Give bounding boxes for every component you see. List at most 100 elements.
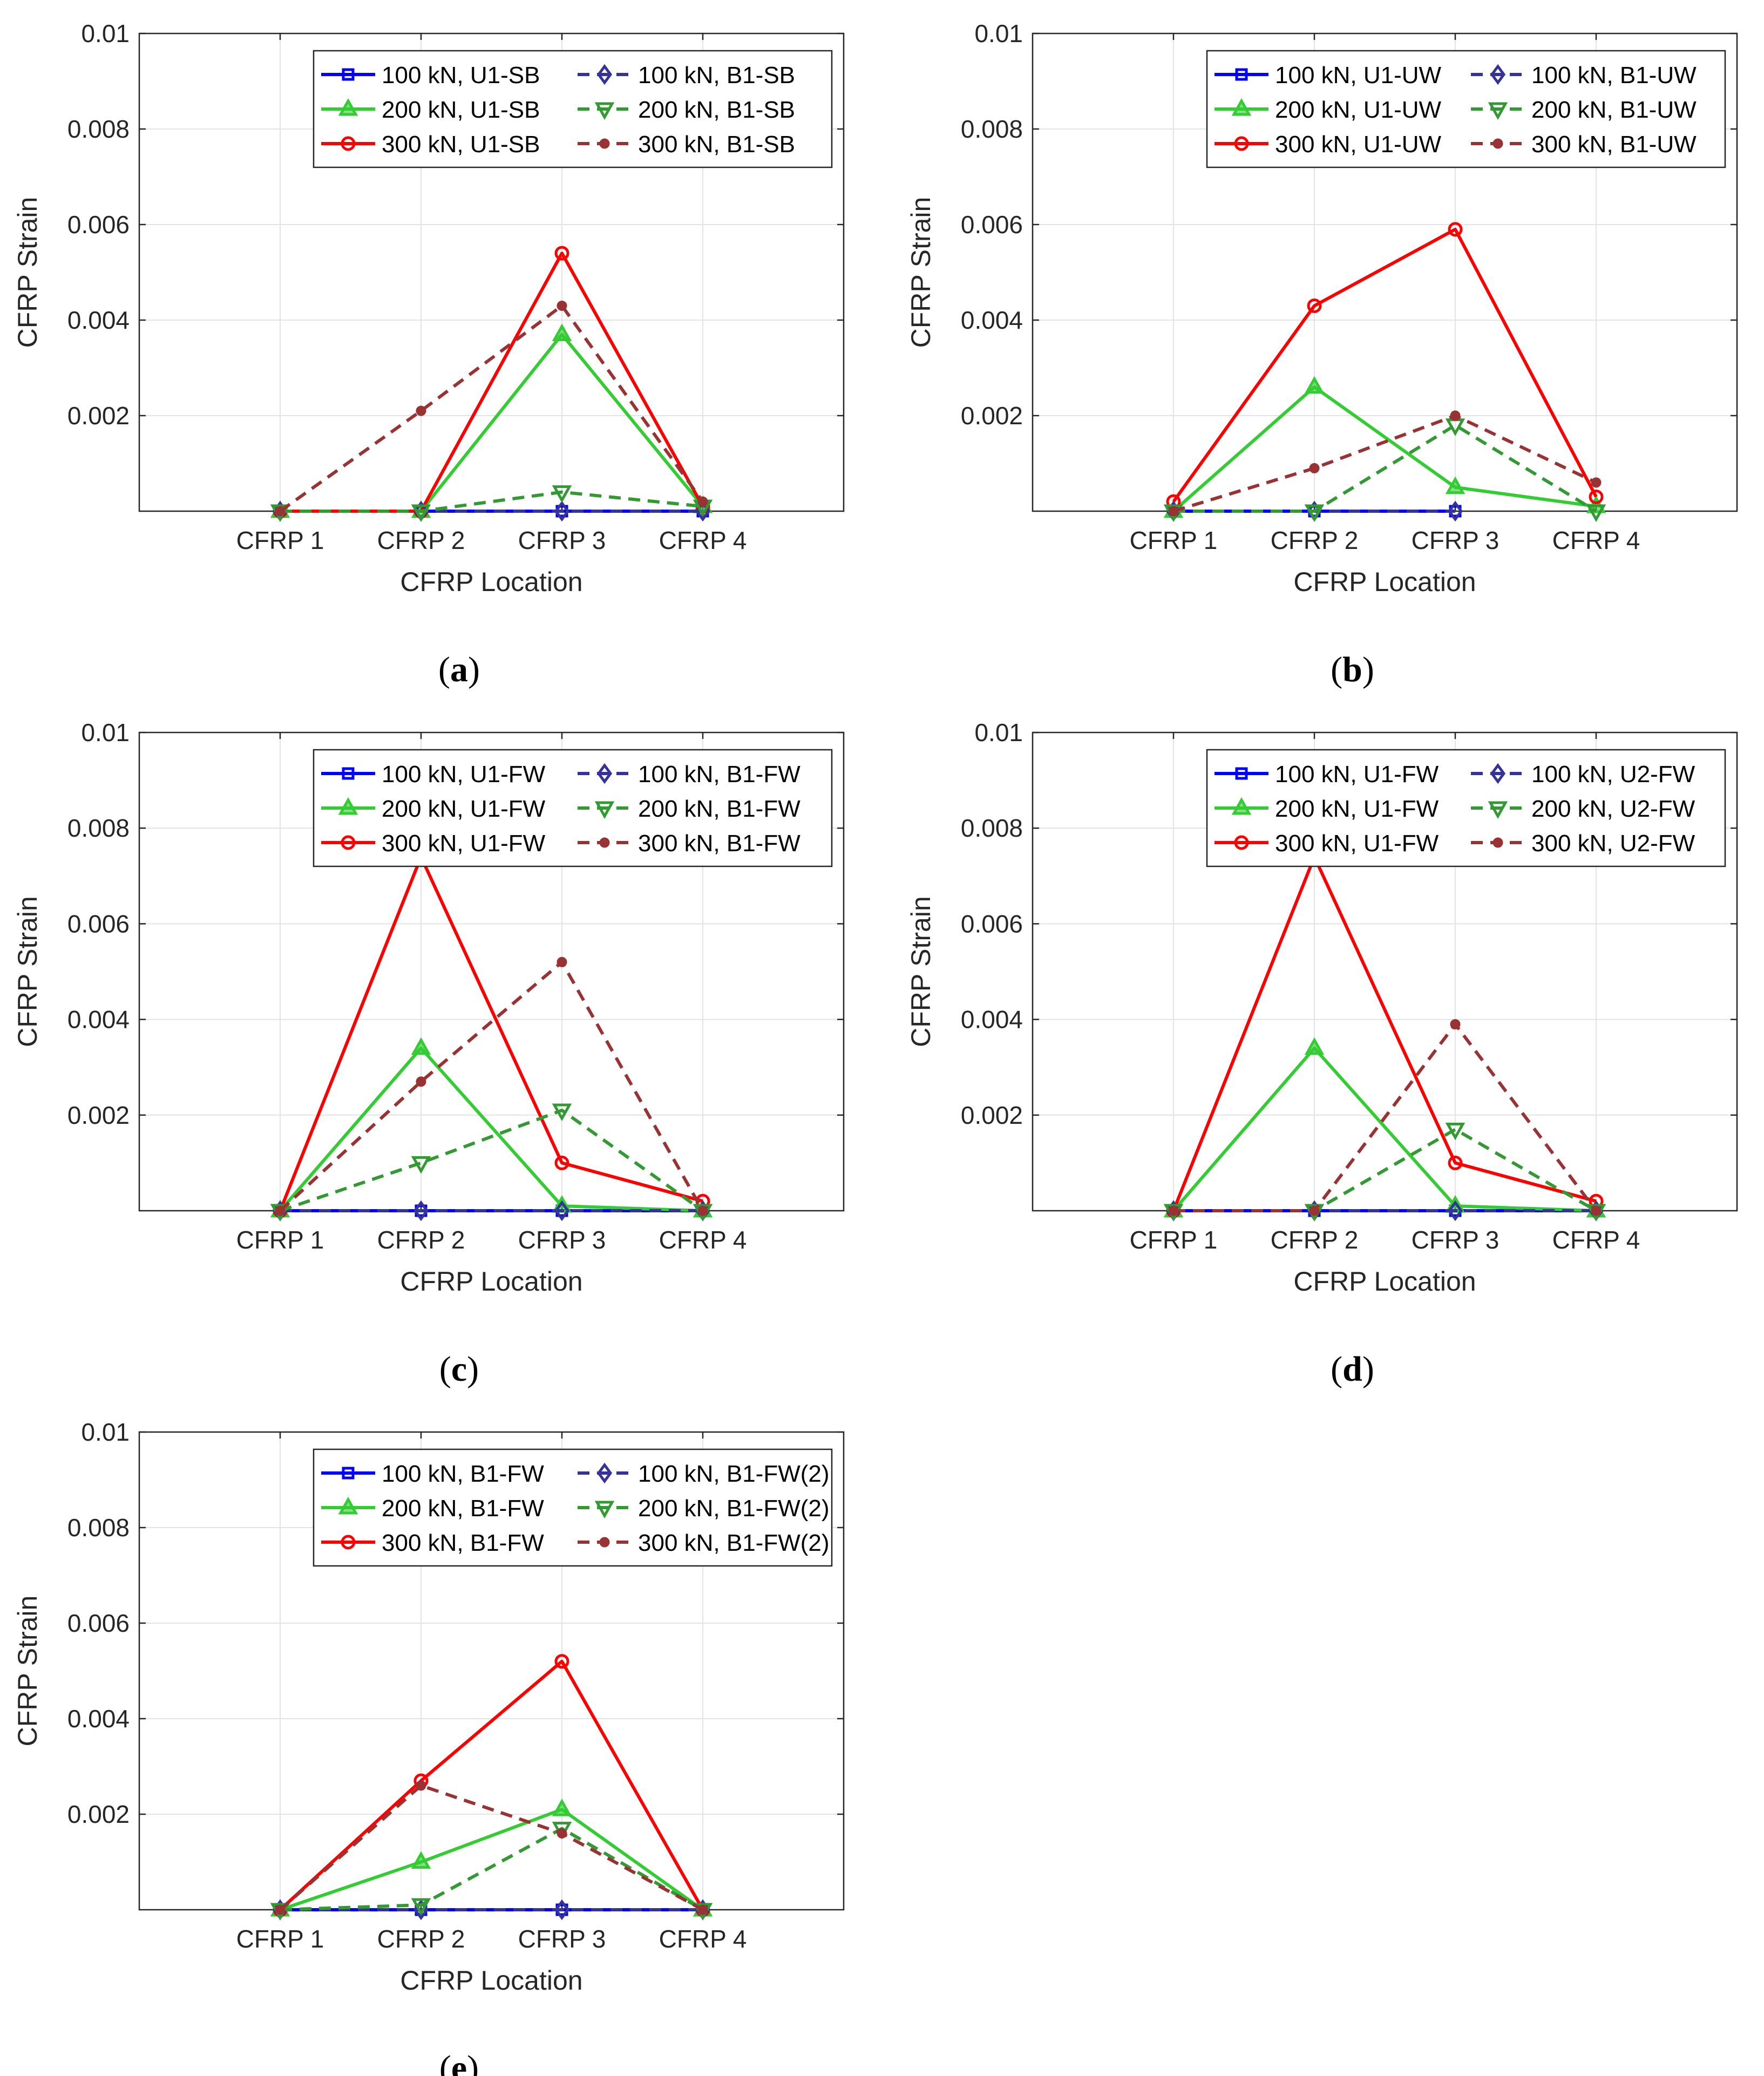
y-tick-label: 0.006 — [961, 910, 1023, 938]
legend: 100 kN, U1-SB 200 kN, U1-SB 300 kN, U1-SB 1… — [313, 50, 833, 168]
legend-marker — [341, 1535, 356, 1550]
series-marker — [1304, 376, 1325, 394]
y-tick-label: 0.008 — [67, 1514, 130, 1542]
x-tick-label: CFRP 3 — [1412, 1226, 1500, 1254]
series-line — [280, 1827, 704, 1911]
series-6 — [275, 1780, 708, 1915]
series-marker — [554, 246, 569, 261]
legend-box — [313, 50, 833, 168]
legend-marker — [594, 1501, 615, 1519]
series-line — [280, 490, 703, 513]
legend-marker — [1490, 64, 1506, 85]
x-tick-label: CFRP 4 — [659, 1925, 747, 1953]
series-line — [279, 1046, 703, 1212]
series-marker — [411, 1156, 431, 1174]
x-axis-label: CFRP Location — [1293, 1266, 1476, 1297]
legend: 100 kN, U1-FW 200 kN, U1-FW 300 kN, U1-FW 1… — [1206, 749, 1726, 867]
series-marker — [1591, 1205, 1602, 1216]
series-marker — [552, 1103, 572, 1122]
series-marker — [552, 1799, 572, 1816]
series-6 — [275, 300, 708, 517]
series-marker — [411, 1851, 431, 1869]
legend-marker — [596, 1462, 613, 1484]
legend-label: 100 kN, U1-FW — [1275, 761, 1439, 788]
legend-label: 200 kN, U1-SB — [382, 97, 540, 123]
x-tick-label: CFRP 2 — [1271, 1226, 1359, 1254]
series-line — [280, 1808, 704, 1911]
panel-caption: (d) — [1331, 1349, 1374, 1389]
series-marker — [416, 1780, 426, 1791]
legend-label: 100 kN, U1-FW — [382, 761, 546, 788]
series-marker — [554, 500, 570, 522]
x-axis-label: CFRP Location — [400, 1965, 582, 1996]
legend-marker — [342, 767, 355, 780]
series-line — [280, 252, 704, 513]
legend: 100 kN, U1-UW 200 kN, U1-UW 300 kN, U1-UW 1… — [1206, 50, 1726, 168]
series-line — [1172, 385, 1597, 513]
legend-label: 100 kN, U2-FW — [1531, 761, 1695, 788]
series-marker — [1450, 410, 1461, 421]
series-line — [279, 855, 703, 1212]
series-marker — [416, 405, 426, 416]
series-marker — [554, 1654, 569, 1669]
x-tick-label: CFRP 3 — [1412, 526, 1500, 554]
series-line — [1172, 227, 1598, 503]
series-marker — [1589, 489, 1604, 504]
series-marker — [1307, 298, 1322, 313]
legend-box — [1206, 50, 1726, 168]
chart-panel-c: 0.002 0.004 0.006 0.008 0.01 CFRP 1 CFRP 2 CFRP… — [12, 718, 845, 1389]
y-axis-label: CFRP Strain — [12, 896, 43, 1047]
x-tick-label: CFRP 1 — [1130, 526, 1218, 554]
legend-label: 200 kN, U2-FW — [1531, 796, 1695, 822]
y-tick-label: 0.01 — [81, 718, 130, 747]
legend-label: 300 kN, B1-SB — [638, 131, 795, 158]
y-tick-label: 0.008 — [961, 814, 1023, 842]
series-marker — [411, 1037, 431, 1055]
legend-marker — [1235, 767, 1248, 780]
legend-marker — [338, 1496, 358, 1515]
series-6 — [275, 956, 708, 1216]
x-tick-label: CFRP 3 — [518, 1226, 606, 1254]
y-tick-label: 0.006 — [67, 1609, 130, 1637]
series-marker — [275, 1904, 286, 1915]
panel-caption: (b) — [1331, 650, 1374, 689]
series-marker — [1309, 1205, 1320, 1216]
legend-box — [313, 1448, 833, 1567]
series-marker — [416, 1076, 426, 1087]
x-tick-label: CFRP 4 — [659, 526, 747, 554]
series-marker — [557, 300, 567, 311]
chart-panel-b: 0.002 0.004 0.006 0.008 0.01 CFRP 1 CFRP 2 CFRP… — [906, 19, 1738, 689]
legend-label: 200 kN, B1-SB — [638, 97, 795, 123]
series-3 — [1166, 222, 1604, 509]
legend-label: 300 kN, U1-FW — [382, 830, 546, 857]
series-marker — [1168, 506, 1179, 517]
y-tick-label: 0.002 — [961, 1101, 1023, 1129]
legend-marker — [594, 102, 615, 120]
series-marker — [1168, 1205, 1179, 1216]
series-line — [1173, 423, 1597, 513]
legend-box — [313, 749, 833, 867]
y-tick-label: 0.004 — [961, 306, 1023, 334]
legend-label: 300 kN, B1-UW — [1531, 131, 1697, 158]
legend-marker — [338, 797, 358, 815]
series-line — [279, 1783, 704, 1911]
x-tick-label: CFRP 4 — [1552, 1226, 1640, 1254]
legend-label: 300 kN, U2-FW — [1531, 830, 1695, 857]
series-marker — [1447, 500, 1463, 522]
panel-caption: (e) — [439, 2048, 479, 2076]
legend-label: 200 kN, U1-UW — [1275, 97, 1442, 123]
series-line — [1172, 1046, 1597, 1212]
x-axis-label: CFRP Location — [400, 567, 582, 597]
legend-marker — [1492, 837, 1503, 848]
series-marker — [413, 1200, 429, 1222]
series-marker — [1448, 1155, 1463, 1170]
series-6 — [1168, 410, 1602, 517]
legend-label: 100 kN, B1-SB — [638, 62, 795, 89]
legend-marker — [1488, 801, 1508, 819]
series-line — [279, 1659, 704, 1911]
y-tick-label: 0.008 — [67, 115, 130, 143]
series-marker — [554, 1899, 570, 1921]
series-marker — [697, 496, 708, 507]
legend-label: 300 kN, U1-SB — [382, 131, 540, 158]
series-line — [280, 1108, 704, 1212]
